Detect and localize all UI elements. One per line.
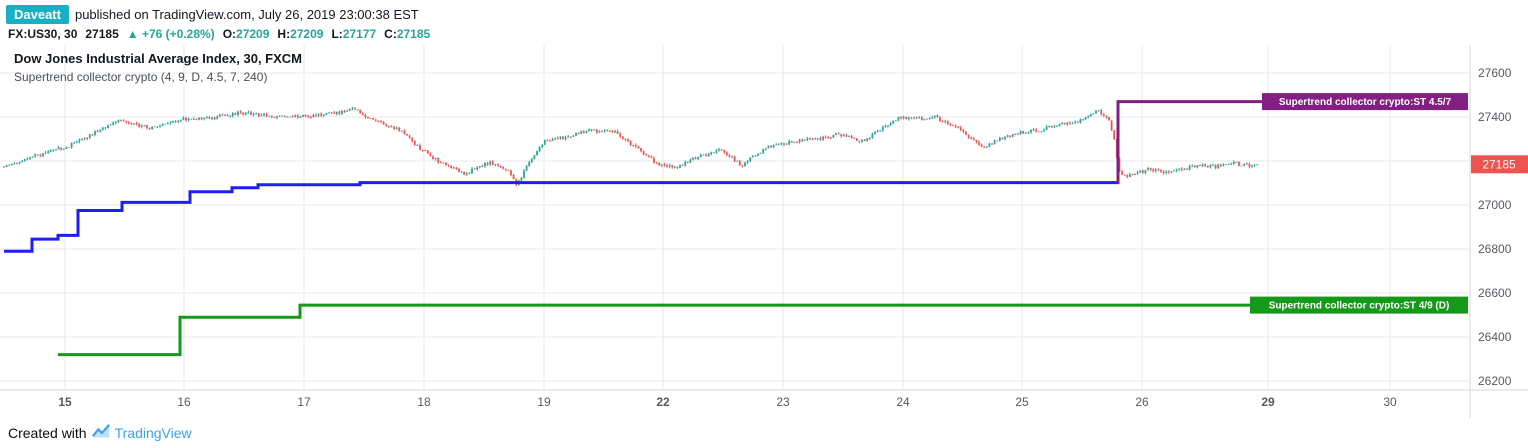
last-price-badge: 27185	[1471, 155, 1528, 174]
svg-text:26200: 26200	[1478, 374, 1512, 388]
last-price-text: 27185	[85, 27, 119, 41]
open-value: 27209	[236, 27, 270, 41]
indicator-title[interactable]: Supertrend collector crypto (4, 9, D, 4.…	[14, 70, 268, 84]
svg-text:15: 15	[58, 395, 72, 409]
ohlc-open: O:27209	[223, 27, 270, 41]
svg-text:24: 24	[896, 395, 910, 409]
high-value: 27209	[290, 27, 324, 41]
svg-text:17: 17	[297, 395, 311, 409]
svg-text:16: 16	[177, 395, 191, 409]
supertrend-lines	[4, 100, 1262, 357]
tradingview-brand-link[interactable]: TradingView	[114, 425, 192, 441]
created-with-text: Created with	[8, 425, 87, 441]
svg-text:23: 23	[776, 395, 790, 409]
svg-text:27600: 27600	[1478, 66, 1512, 80]
supertrend-daily-label: Supertrend collector crypto:ST 4/9 (D)	[1269, 301, 1450, 312]
publish-header: Daveatt published on TradingView.com, Ju…	[6, 3, 419, 25]
candlestick-series	[3, 106, 1259, 187]
ticker-legend: FX:US30, 30 27185 ▲ +76 (+0.28%) O:27209…	[8, 27, 430, 41]
price-change: ▲ +76 (+0.28%)	[126, 27, 215, 41]
svg-text:27400: 27400	[1478, 110, 1512, 124]
svg-text:29: 29	[1261, 395, 1275, 409]
close-label: C:	[384, 27, 397, 41]
svg-text:27000: 27000	[1478, 198, 1512, 212]
grid-lines	[0, 45, 1470, 390]
ohlc-close: C:27185	[384, 27, 430, 41]
svg-text:22: 22	[656, 395, 670, 409]
chart-canvas[interactable]: 2760027400272002700026800266002640026200…	[0, 45, 1528, 418]
low-value: 27177	[342, 27, 377, 41]
indicator-labels: Supertrend collector crypto:ST 4/9 (D) Su…	[1250, 93, 1468, 314]
low-label: L:	[331, 27, 343, 41]
close-value: 27185	[396, 27, 431, 41]
svg-text:26: 26	[1135, 395, 1149, 409]
ohlc-high: H:27209	[277, 27, 323, 41]
footer: Created with TradingView	[8, 424, 192, 442]
svg-text:19: 19	[537, 395, 551, 409]
svg-text:26800: 26800	[1478, 242, 1512, 256]
svg-text:26600: 26600	[1478, 286, 1512, 300]
time-axis[interactable]: 15 16 17 18 19 22 23 24 25 26 29 30	[58, 395, 1397, 409]
supertrend-upper-label: Supertrend collector crypto:ST 4.5/7	[1279, 97, 1452, 108]
open-label: O:	[222, 27, 237, 41]
published-text: published on TradingView.com, July 26, 2…	[74, 6, 419, 22]
tradingview-logo-icon[interactable]	[91, 424, 110, 442]
svg-text:25: 25	[1015, 395, 1029, 409]
price-axis[interactable]: 2760027400272002700026800266002640026200	[1478, 66, 1512, 388]
chart-title[interactable]: Dow Jones Industrial Average Index, 30, …	[14, 51, 302, 66]
svg-text:18: 18	[417, 395, 431, 409]
svg-text:30: 30	[1383, 395, 1397, 409]
high-label: H:	[277, 27, 291, 41]
axis-borders	[0, 45, 1528, 418]
svg-text:26400: 26400	[1478, 330, 1512, 344]
symbol-label[interactable]: FX:US30, 30	[8, 27, 78, 41]
publisher-badge[interactable]: Daveatt	[6, 4, 69, 24]
svg-text:27185: 27185	[1482, 157, 1516, 171]
ohlc-low: L:27177	[331, 27, 376, 41]
chart-legend: Dow Jones Industrial Average Index, 30, …	[14, 51, 302, 84]
